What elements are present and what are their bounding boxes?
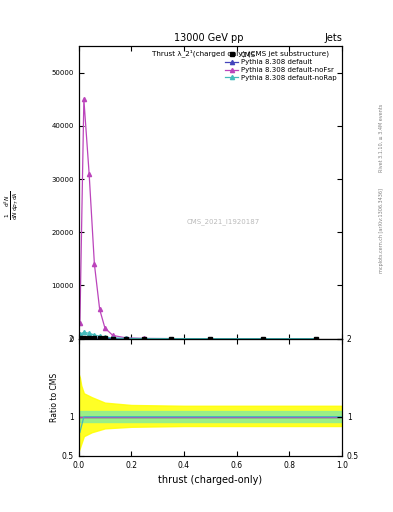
CMS	[81, 334, 86, 340]
Pythia 8.308 default-noFsr	[124, 335, 129, 341]
Pythia 8.308 default-noRap	[110, 335, 115, 341]
Pythia 8.308 default	[87, 335, 92, 341]
Line: Pythia 8.308 default-noRap: Pythia 8.308 default-noRap	[78, 330, 318, 340]
Text: $\frac{1}{\mathrm{d}N}\frac{\mathrm{d}^2N}{\mathrm{d}p_T\,\mathrm{d}\lambda}$: $\frac{1}{\mathrm{d}N}\frac{\mathrm{d}^2…	[3, 190, 21, 220]
Pythia 8.308 default-noFsr	[168, 335, 173, 342]
Pythia 8.308 default	[77, 335, 82, 341]
Pythia 8.308 default-noFsr	[103, 325, 107, 331]
Pythia 8.308 default	[168, 335, 173, 342]
Line: Pythia 8.308 default-noFsr: Pythia 8.308 default-noFsr	[78, 97, 318, 340]
Pythia 8.308 default	[81, 334, 86, 340]
Pythia 8.308 default-noRap	[261, 335, 265, 342]
Pythia 8.308 default	[208, 335, 213, 342]
Pythia 8.308 default-noRap	[124, 335, 129, 342]
Pythia 8.308 default-noRap	[142, 335, 147, 342]
Pythia 8.308 default	[103, 335, 107, 342]
CMS	[77, 335, 82, 341]
Pythia 8.308 default	[142, 335, 147, 342]
CMS	[261, 335, 265, 342]
Pythia 8.308 default-noFsr	[81, 96, 86, 102]
CMS	[313, 335, 318, 342]
Legend: CMS, Pythia 8.308 default, Pythia 8.308 default-noFsr, Pythia 8.308 default-noRa: CMS, Pythia 8.308 default, Pythia 8.308 …	[223, 50, 338, 83]
CMS	[97, 335, 102, 342]
CMS	[208, 335, 213, 342]
Pythia 8.308 default-noFsr	[261, 335, 265, 342]
Pythia 8.308 default-noFsr	[208, 335, 213, 342]
Pythia 8.308 default-noRap	[87, 330, 92, 336]
Text: 13000 GeV pp: 13000 GeV pp	[174, 33, 243, 44]
Line: CMS: CMS	[78, 336, 317, 340]
Text: CMS_2021_I1920187: CMS_2021_I1920187	[187, 218, 260, 225]
Text: Rivet 3.1.10, ≥ 3.4M events: Rivet 3.1.10, ≥ 3.4M events	[379, 104, 384, 173]
CMS	[168, 335, 173, 342]
CMS	[142, 335, 147, 342]
Pythia 8.308 default-noRap	[97, 333, 102, 339]
Pythia 8.308 default-noFsr	[97, 306, 102, 312]
Line: Pythia 8.308 default: Pythia 8.308 default	[78, 335, 318, 340]
Pythia 8.308 default-noRap	[313, 335, 318, 342]
Pythia 8.308 default-noRap	[81, 329, 86, 335]
Y-axis label: Ratio to CMS: Ratio to CMS	[50, 373, 59, 422]
Pythia 8.308 default-noRap	[103, 334, 107, 340]
Pythia 8.308 default-noRap	[92, 332, 97, 338]
Pythia 8.308 default-noRap	[77, 331, 82, 337]
Y-axis label: 1
/ mathrm
d N
/ mathrm
d p_T
mathrm
d lambda: 1 / mathrm d N / mathrm d p_T mathrm d l…	[0, 511, 1, 512]
X-axis label: thrust (charged-only): thrust (charged-only)	[158, 475, 262, 485]
Text: Thrust λ_2¹(charged only) (CMS jet substructure): Thrust λ_2¹(charged only) (CMS jet subst…	[152, 49, 329, 57]
Pythia 8.308 default	[92, 335, 97, 341]
Pythia 8.308 default	[124, 335, 129, 342]
Pythia 8.308 default-noFsr	[110, 332, 115, 338]
Pythia 8.308 default	[313, 335, 318, 342]
Pythia 8.308 default-noFsr	[313, 335, 318, 342]
Text: mcplots.cern.ch [arXiv:1306.3436]: mcplots.cern.ch [arXiv:1306.3436]	[379, 188, 384, 273]
Pythia 8.308 default-noFsr	[87, 170, 92, 177]
CMS	[124, 335, 129, 342]
Pythia 8.308 default-noRap	[168, 335, 173, 342]
Pythia 8.308 default	[97, 335, 102, 342]
Pythia 8.308 default-noFsr	[142, 335, 147, 342]
Text: Jets: Jets	[324, 33, 342, 44]
CMS	[110, 335, 115, 342]
Pythia 8.308 default	[110, 335, 115, 342]
Pythia 8.308 default	[261, 335, 265, 342]
Pythia 8.308 default-noFsr	[77, 319, 82, 326]
CMS	[103, 335, 107, 342]
Pythia 8.308 default-noFsr	[92, 261, 97, 267]
CMS	[87, 335, 92, 341]
CMS	[92, 335, 97, 341]
Pythia 8.308 default-noRap	[208, 335, 213, 342]
